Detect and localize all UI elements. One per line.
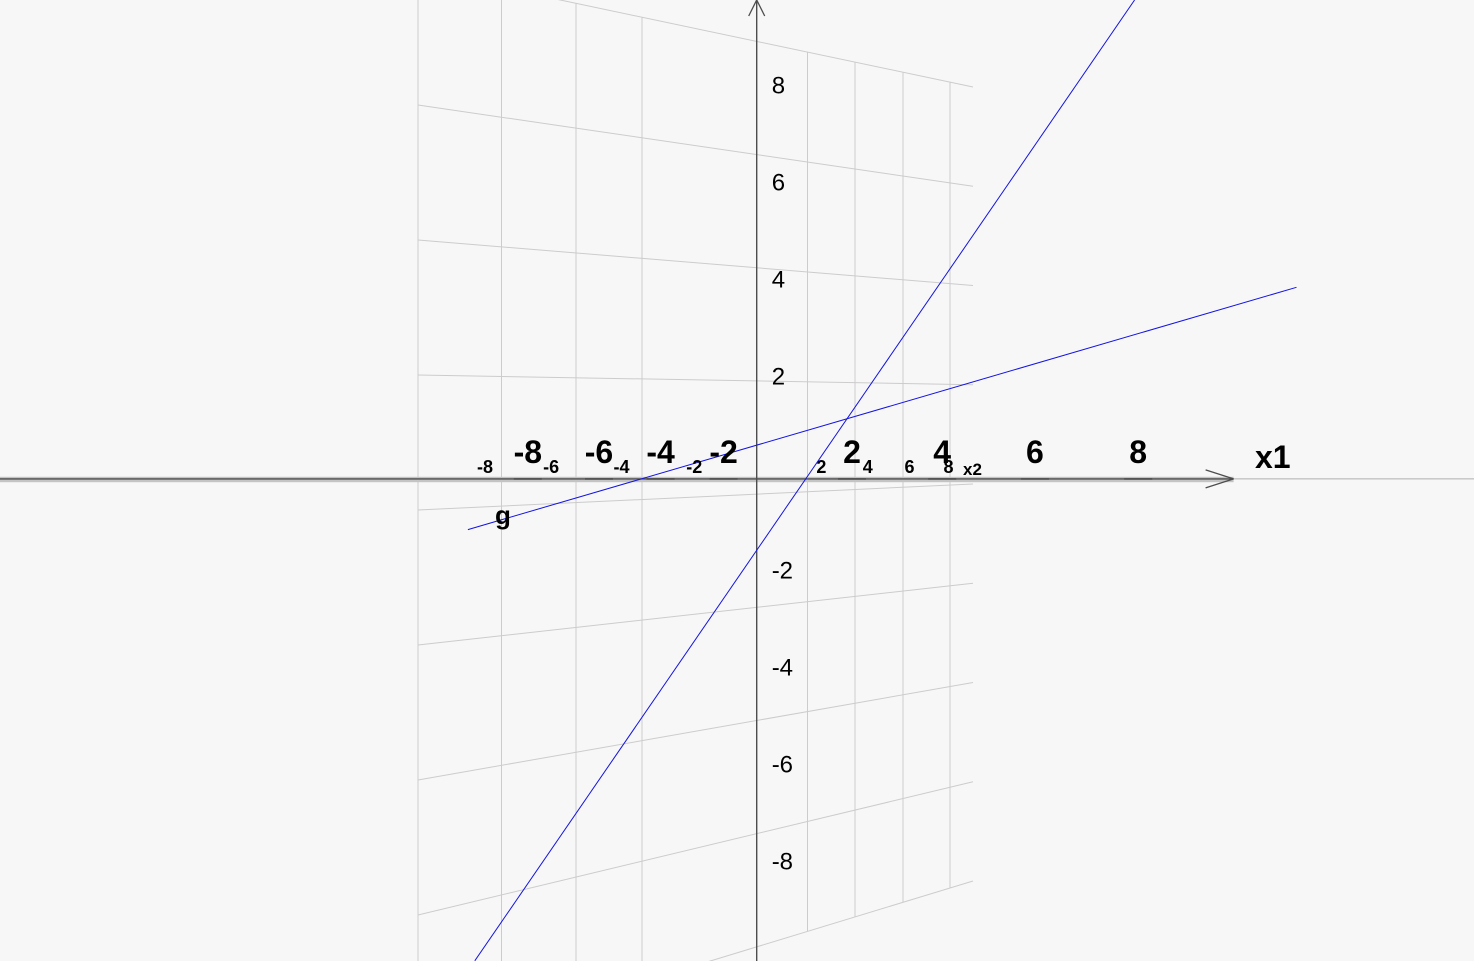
svg-text:x2: x2 bbox=[963, 460, 982, 479]
svg-text:-4: -4 bbox=[613, 457, 629, 477]
svg-text:2: 2 bbox=[843, 434, 861, 470]
svg-text:6: 6 bbox=[1026, 434, 1044, 470]
svg-text:-8: -8 bbox=[477, 457, 493, 477]
svg-text:6: 6 bbox=[772, 170, 785, 197]
svg-text:4: 4 bbox=[863, 457, 873, 477]
svg-text:2: 2 bbox=[816, 457, 826, 477]
svg-text:8: 8 bbox=[1129, 434, 1147, 470]
svg-text:-2: -2 bbox=[686, 457, 702, 477]
svg-text:-6: -6 bbox=[772, 751, 793, 778]
svg-text:-8: -8 bbox=[514, 434, 542, 470]
svg-text:8: 8 bbox=[772, 73, 785, 100]
svg-text:-6: -6 bbox=[585, 434, 613, 470]
svg-text:-4: -4 bbox=[646, 434, 675, 470]
svg-text:-2: -2 bbox=[709, 434, 737, 470]
svg-text:4: 4 bbox=[933, 434, 951, 470]
svg-text:6: 6 bbox=[904, 457, 914, 477]
svg-text:g: g bbox=[495, 500, 511, 530]
svg-text:x1: x1 bbox=[1255, 439, 1291, 475]
svg-text:-2: -2 bbox=[772, 558, 793, 585]
svg-text:-6: -6 bbox=[543, 457, 559, 477]
svg-text:-4: -4 bbox=[772, 654, 793, 681]
svg-text:-8: -8 bbox=[772, 848, 793, 875]
svg-text:4: 4 bbox=[772, 267, 785, 294]
svg-text:2: 2 bbox=[772, 364, 785, 391]
